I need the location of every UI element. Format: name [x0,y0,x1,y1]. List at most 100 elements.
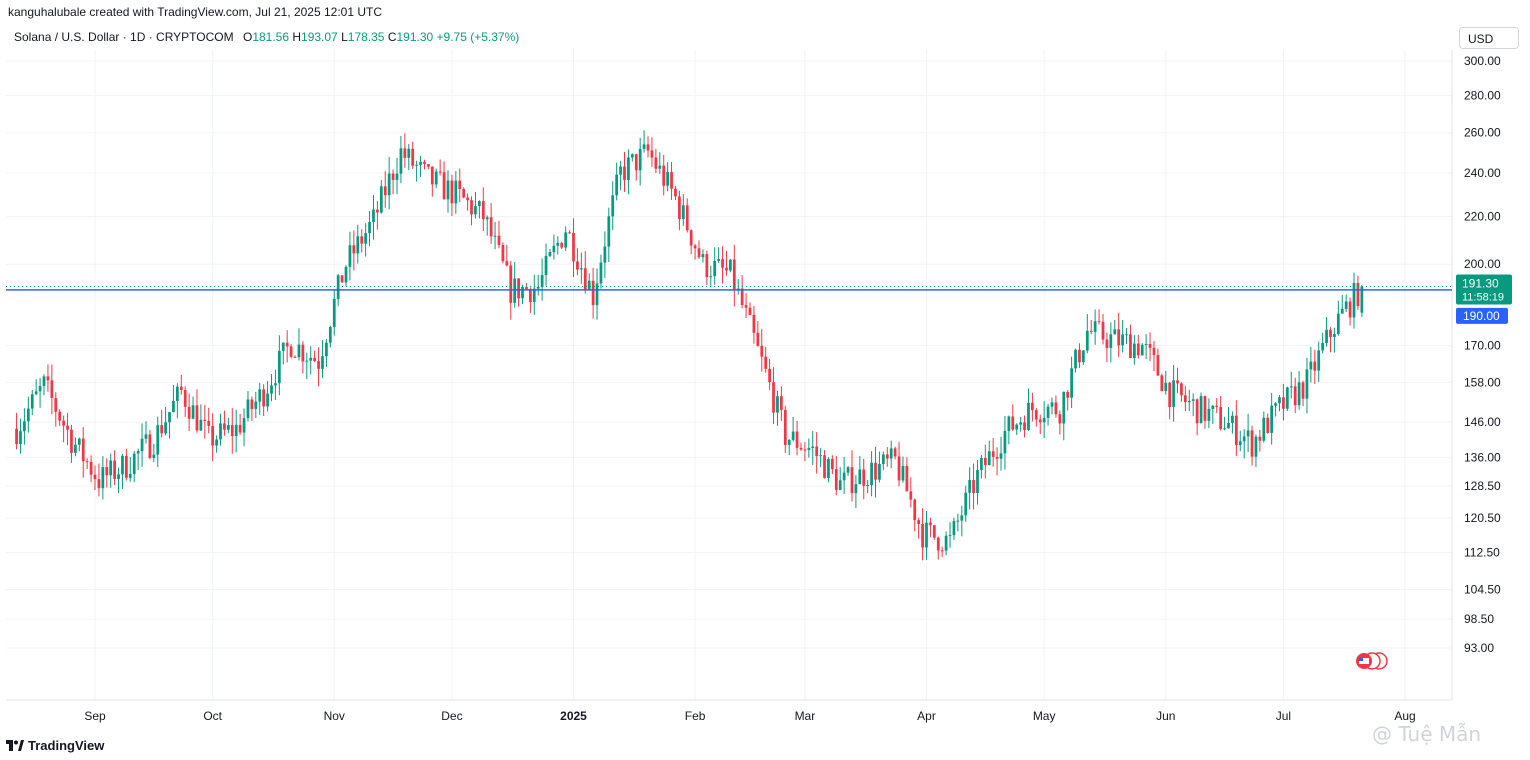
candle-body [960,515,964,521]
candle-body [528,288,532,302]
currency-selector[interactable]: USD [1459,27,1519,49]
candle [1113,319,1117,335]
candle-body [1321,343,1325,351]
candle [658,152,662,174]
candle [1062,391,1066,441]
y-tick-label: 300.00 [1464,54,1501,68]
candle [1270,392,1274,445]
candle-body [160,425,164,434]
candle [881,451,885,471]
candle [438,159,442,176]
candle [748,302,752,316]
candle-body [670,171,673,189]
candle [964,485,968,522]
candle-body [881,454,885,465]
candle [360,229,364,253]
candle [513,262,517,308]
candle [587,273,591,291]
candle [1231,411,1234,434]
candle-body [995,456,999,459]
candle-body [454,180,458,204]
candle [1211,405,1215,424]
candle [870,451,873,497]
candle-body [803,449,807,451]
candle-body [383,186,387,196]
candle-body [1282,397,1285,409]
candle [1254,434,1258,468]
candle [1301,380,1305,407]
candle-body [1038,419,1042,423]
candle-body [175,386,179,401]
candle [1101,314,1105,345]
candle [678,190,681,231]
symbol-name[interactable]: Solana / U.S. Dollar · 1D · CRYPTOCOM [14,30,234,44]
candle-body [540,274,544,287]
candle [262,384,266,417]
candle-body [787,439,791,446]
candle [164,406,167,436]
candle-body [615,174,619,196]
candle-body [654,157,658,169]
candle [940,546,944,558]
candle-body [740,288,744,305]
candle [783,405,787,453]
candle-body [191,405,195,419]
candle [1313,349,1317,384]
candle [532,274,536,315]
x-tick-label: Nov [324,709,345,723]
candle [646,136,650,158]
candle [1340,294,1344,314]
candle-body [211,425,215,446]
candle [387,157,391,210]
candle [932,525,936,540]
candle-body [132,453,136,475]
candle [1093,309,1097,345]
candle-body [379,186,383,213]
candle [1148,332,1152,362]
candle-body [1199,396,1203,424]
candle-body [1015,424,1019,430]
candle [1278,394,1281,412]
candle [560,241,564,249]
candle [26,396,30,433]
candle [713,247,717,285]
candle-body [372,209,375,223]
tradingview-logo[interactable]: TradingView [6,738,104,753]
candle [30,389,34,416]
candle-body [230,425,234,437]
candle [952,517,956,541]
y-tick-label: 120.50 [1464,511,1501,525]
candle-body [262,389,266,407]
candle [1309,346,1313,383]
x-tick-label: Jun [1156,709,1175,723]
x-tick-label: Apr [917,709,936,723]
candle [430,166,434,197]
candle [729,259,732,273]
candle [991,438,995,467]
candle [277,335,281,396]
candle-body [1305,369,1309,399]
candle-body [630,154,634,158]
candle [356,224,360,264]
candle [19,418,22,454]
candle-body [517,278,520,299]
candle [368,211,371,247]
candle [595,268,599,320]
y-tick-label: 200.00 [1464,257,1501,271]
candle [434,168,438,189]
candle [913,498,917,532]
candle-body [1352,282,1356,318]
candle-body [62,420,65,426]
candle-body [356,236,360,254]
candle-body [999,453,1003,459]
candle-body [1297,382,1301,406]
flag-badge-icon[interactable] [1354,652,1388,670]
candle-body [254,401,258,410]
candle [1050,397,1054,415]
candle-body [1360,286,1364,313]
candle-body [1203,396,1207,421]
candle [1058,410,1062,435]
candle-body [234,424,238,437]
candle-body [878,464,881,480]
